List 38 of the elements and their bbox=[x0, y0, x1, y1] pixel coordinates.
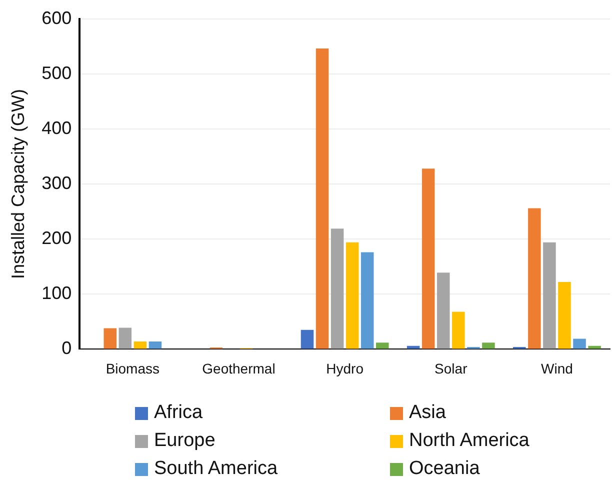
x-tick-label: Geothermal bbox=[202, 360, 276, 376]
legend-label: Asia bbox=[409, 402, 446, 424]
bar bbox=[300, 330, 314, 349]
bar bbox=[452, 312, 465, 349]
bar bbox=[360, 252, 374, 349]
bar bbox=[104, 328, 117, 349]
y-tick-label: 300 bbox=[42, 172, 72, 193]
x-tick-label: Biomass bbox=[106, 360, 160, 376]
y-tick-label: 200 bbox=[42, 228, 72, 248]
bar bbox=[330, 228, 344, 349]
legend-label: Europe bbox=[154, 430, 216, 452]
bar bbox=[482, 342, 495, 349]
bar bbox=[543, 242, 556, 349]
y-tick-label: 500 bbox=[42, 62, 72, 83]
legend-label: North America bbox=[409, 430, 530, 452]
legend-label: Africa bbox=[154, 402, 203, 424]
bar bbox=[118, 328, 132, 349]
y-tick-label: 400 bbox=[42, 118, 72, 138]
bar bbox=[588, 346, 601, 349]
bar bbox=[346, 242, 359, 349]
y-tick-label: 600 bbox=[42, 8, 72, 28]
legend-label: Oceania bbox=[409, 458, 480, 480]
bar bbox=[558, 282, 571, 349]
bar bbox=[422, 168, 435, 349]
bar bbox=[148, 341, 162, 349]
y-tick-label: 100 bbox=[42, 283, 72, 304]
bar bbox=[528, 208, 541, 349]
x-tick-label: Solar bbox=[434, 360, 468, 376]
y-axis-title: Installed Capacity (GW) bbox=[8, 88, 28, 280]
x-tick-label: Hydro bbox=[326, 360, 364, 376]
bar bbox=[376, 342, 389, 349]
bar bbox=[436, 272, 450, 349]
bar bbox=[573, 338, 586, 349]
y-tick-label: 0 bbox=[62, 338, 72, 358]
bar bbox=[134, 341, 147, 349]
legend-label: South America bbox=[154, 458, 278, 480]
x-tick-label: Wind bbox=[541, 360, 573, 376]
bar bbox=[316, 48, 329, 349]
